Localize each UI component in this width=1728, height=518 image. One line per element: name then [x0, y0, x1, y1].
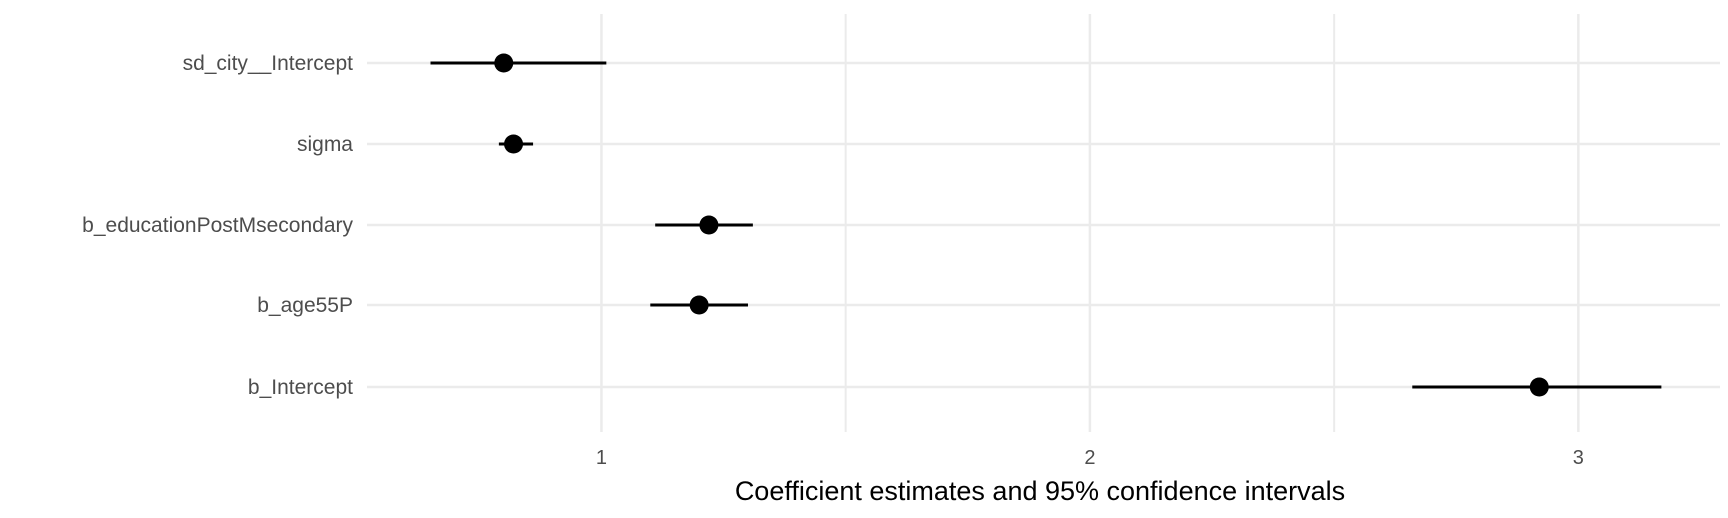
- grid-lines: [367, 14, 1720, 432]
- category-label-1: sigma: [297, 133, 353, 156]
- x-axis-title: Coefficient estimates and 95% confidence…: [735, 476, 1345, 506]
- category-label-3: b_age55P: [257, 294, 353, 317]
- x-tick-label-2: 3: [1573, 447, 1584, 469]
- estimate-point-2: [699, 215, 719, 235]
- point-ranges: [430, 53, 1662, 397]
- category-label-4: b_Intercept: [248, 376, 353, 399]
- estimate-point-4: [1529, 377, 1549, 397]
- estimate-point-3: [689, 295, 709, 315]
- estimate-point-1: [504, 134, 524, 154]
- x-tick-label-0: 1: [596, 447, 607, 469]
- estimate-point-0: [494, 53, 514, 73]
- category-label-2: b_educationPostMsecondary: [82, 214, 353, 237]
- x-tick-labels: 1 2 3: [596, 447, 1584, 469]
- x-tick-label-1: 2: [1084, 447, 1095, 469]
- category-label-0: sd_city__Intercept: [183, 52, 354, 75]
